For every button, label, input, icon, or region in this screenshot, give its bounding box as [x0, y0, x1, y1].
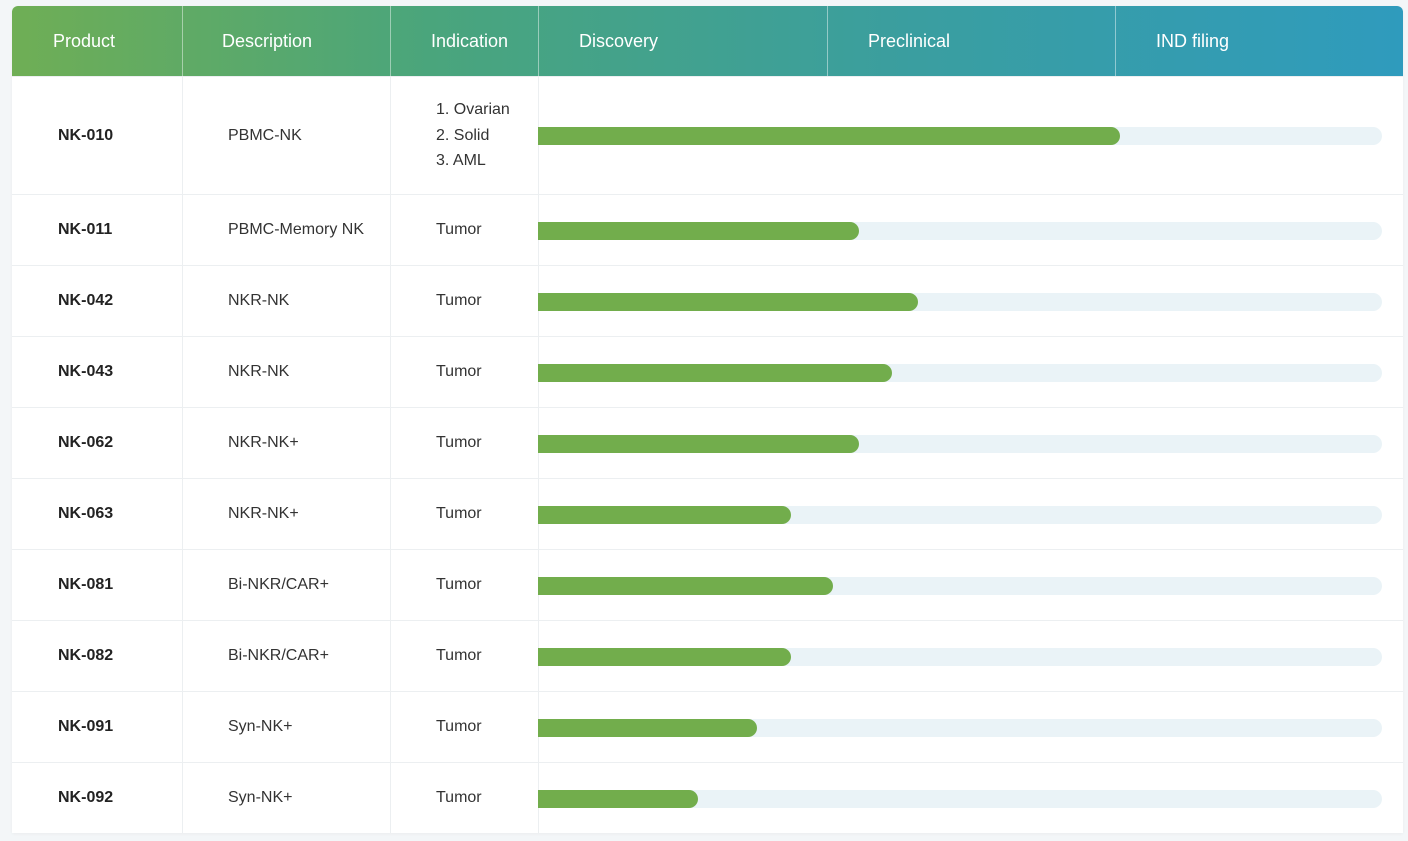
indication-cell: Tumor — [436, 195, 482, 265]
progress-track — [538, 435, 1382, 453]
indication-cell: Tumor — [436, 408, 482, 478]
table-row: NK-062 NKR-NK+ Tumor — [12, 407, 1403, 478]
indication-cell: Tumor — [436, 266, 482, 336]
column-divider — [538, 76, 539, 833]
indication-list: Tumor — [436, 430, 482, 456]
progress-track — [538, 648, 1382, 666]
indication-item: Tumor — [436, 789, 482, 807]
progress-track — [538, 293, 1382, 311]
indication-list: Tumor — [436, 501, 482, 527]
product-description: Syn-NK+ — [228, 718, 293, 735]
indication-cell: Tumor — [436, 621, 482, 691]
progress-bar — [538, 364, 892, 382]
indication-item: Tumor — [436, 576, 482, 594]
indication-list: Tumor — [436, 288, 482, 314]
table-row: NK-091 Syn-NK+ Tumor — [12, 691, 1403, 762]
table-row: NK-010 PBMC-NK 1. Ovarian 2. Solid 3. AML — [12, 76, 1403, 194]
progress-track — [538, 127, 1382, 145]
progress-bar — [538, 506, 791, 524]
table-row: NK-082 Bi-NKR/CAR+ Tumor — [12, 620, 1403, 691]
indication-list: 1. Ovarian 2. Solid 3. AML — [436, 97, 510, 174]
progress-bar — [538, 719, 757, 737]
table-row: NK-092 Syn-NK+ Tumor — [12, 762, 1403, 833]
column-divider — [182, 76, 183, 833]
product-code: NK-042 — [58, 292, 114, 309]
product-code: NK-010 — [58, 126, 114, 144]
product-description: NKR-NK+ — [228, 434, 299, 451]
product-code: NK-062 — [58, 434, 114, 451]
product-description: NKR-NK — [228, 363, 290, 380]
progress-bar — [538, 435, 859, 453]
product-description: PBMC-NK — [228, 126, 302, 144]
progress-track — [538, 364, 1382, 382]
product-code: NK-063 — [58, 505, 114, 522]
table-row: NK-063 NKR-NK+ Tumor — [12, 478, 1403, 549]
table-row: NK-081 Bi-NKR/CAR+ Tumor — [12, 549, 1403, 620]
pipeline-table: Product Description Indication Discovery… — [12, 6, 1403, 833]
indication-cell: Tumor — [436, 692, 482, 762]
product-code: NK-081 — [58, 576, 114, 593]
product-code: NK-011 — [58, 221, 113, 238]
header-stage-ind-filing: IND filing — [1156, 30, 1230, 51]
indication-item: Tumor — [436, 718, 482, 736]
header-divider — [538, 6, 539, 76]
indication-list: Tumor — [436, 359, 482, 385]
table-row: NK-042 NKR-NK Tumor — [12, 265, 1403, 336]
header-description: Description — [222, 30, 313, 51]
table-row: NK-043 NKR-NK Tumor — [12, 336, 1403, 407]
product-code: NK-092 — [58, 789, 114, 806]
progress-bar — [538, 648, 791, 666]
indication-list: Tumor — [436, 572, 482, 598]
indication-item: Tumor — [436, 363, 482, 381]
product-description: Bi-NKR/CAR+ — [228, 647, 329, 664]
progress-bar — [538, 293, 918, 311]
header-divider — [827, 6, 828, 76]
indication-cell: Tumor — [436, 479, 482, 549]
indication-list: Tumor — [436, 714, 482, 740]
indication-cell: 1. Ovarian 2. Solid 3. AML — [436, 77, 510, 194]
indication-cell: Tumor — [436, 763, 482, 833]
progress-bar — [538, 577, 833, 595]
indication-item: 3. AML — [436, 152, 486, 170]
header-stage-preclinical: Preclinical — [868, 30, 951, 51]
header-stage-discovery: Discovery — [579, 30, 659, 51]
progress-bar — [538, 127, 1120, 145]
product-code: NK-043 — [58, 363, 114, 380]
header-product: Product — [53, 30, 116, 51]
product-description: NKR-NK — [228, 292, 290, 309]
product-description: NKR-NK+ — [228, 505, 299, 522]
progress-track — [538, 577, 1382, 595]
indication-list: Tumor — [436, 217, 482, 243]
indication-list: Tumor — [436, 785, 482, 811]
product-description: Bi-NKR/CAR+ — [228, 576, 329, 593]
indication-cell: Tumor — [436, 337, 482, 407]
header-divider — [1115, 6, 1116, 76]
header-indication: Indication — [431, 30, 509, 51]
indication-item: 2. Solid — [436, 126, 490, 144]
table-row: NK-011 PBMC-Memory NK Tumor — [12, 194, 1403, 265]
product-code: NK-082 — [58, 647, 114, 664]
header-divider — [182, 6, 183, 76]
indication-item: Tumor — [436, 221, 482, 239]
indication-item: 1. Ovarian — [436, 101, 510, 119]
indication-item: Tumor — [436, 292, 482, 310]
progress-track — [538, 506, 1382, 524]
progress-bar — [538, 222, 859, 240]
progress-track — [538, 719, 1382, 737]
column-divider — [390, 76, 391, 833]
progress-bar — [538, 790, 698, 808]
indication-item: Tumor — [436, 505, 482, 523]
table-header: Product Description Indication Discovery… — [12, 6, 1403, 76]
header-divider — [390, 6, 391, 76]
indication-item: Tumor — [436, 647, 482, 665]
product-description: PBMC-Memory NK — [228, 221, 365, 238]
progress-track — [538, 222, 1382, 240]
product-description: Syn-NK+ — [228, 789, 293, 806]
indication-cell: Tumor — [436, 550, 482, 620]
progress-track — [538, 790, 1382, 808]
indication-item: Tumor — [436, 434, 482, 452]
indication-list: Tumor — [436, 643, 482, 669]
product-code: NK-091 — [58, 718, 114, 735]
